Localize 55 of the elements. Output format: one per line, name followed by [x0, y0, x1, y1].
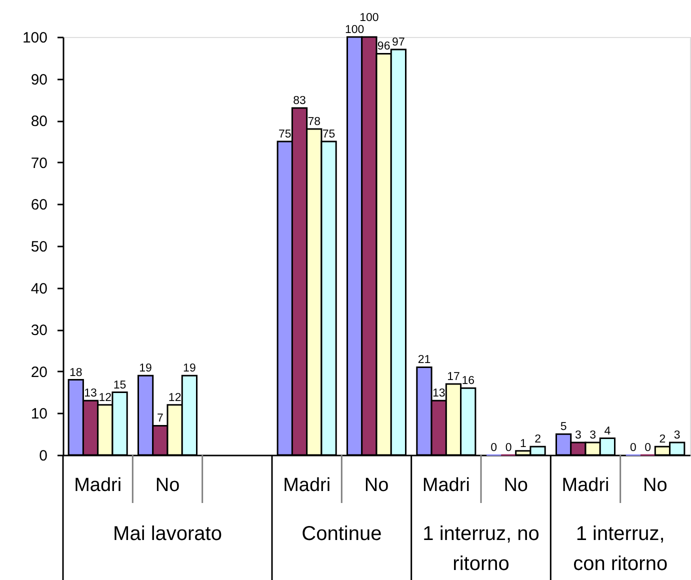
- data-label: 78: [308, 116, 321, 128]
- x-tick-label: Madri: [74, 475, 122, 496]
- data-label: 12: [98, 392, 112, 404]
- data-label: 5: [560, 421, 567, 434]
- y-tick-label: 0: [39, 448, 48, 464]
- data-label: 13: [432, 388, 446, 400]
- y-tick-label: 30: [30, 322, 48, 340]
- y-tick-label: 20: [30, 364, 48, 381]
- data-label: 0: [505, 442, 512, 454]
- y-tick-label: 50: [30, 238, 48, 256]
- data-label: 100: [360, 12, 379, 24]
- data-label: 83: [293, 95, 306, 108]
- text: Continue: [302, 523, 382, 545]
- data-label: 12: [168, 392, 182, 404]
- data-label: 3: [674, 429, 680, 442]
- data-label: 96: [377, 40, 390, 53]
- x-tick-label: Madri: [562, 475, 610, 496]
- x-tick-label: No: [364, 475, 389, 496]
- data-label: 4: [604, 425, 612, 438]
- x-tick-label: Madri: [283, 475, 331, 496]
- data-label: 1: [520, 438, 526, 450]
- data-label: 3: [590, 429, 596, 442]
- data-label: 2: [534, 434, 541, 446]
- data-label: 3: [574, 429, 582, 442]
- x-tick-label: No: [155, 475, 180, 496]
- data-label: 100: [344, 24, 364, 36]
- data-label: 75: [322, 128, 336, 140]
- text: Mai lavorato: [113, 523, 222, 545]
- y-tick-label: 40: [30, 280, 48, 298]
- y-tick-label: 90: [30, 71, 48, 88]
- data-label: 18: [69, 366, 82, 379]
- data-label: 97: [392, 36, 405, 49]
- data-label: 7: [156, 412, 164, 425]
- y-tick-label: 80: [30, 113, 48, 130]
- data-label: 16: [462, 375, 475, 388]
- data-label: 17: [447, 370, 460, 383]
- text: 1 interruz, no ritorno: [422, 523, 540, 575]
- data-label: 15: [113, 379, 126, 392]
- data-label: 13: [84, 388, 97, 400]
- data-label: 75: [278, 128, 292, 140]
- y-tick-label: 70: [30, 154, 48, 172]
- x-tick-label: No: [504, 475, 528, 496]
- y-tick-label: 100: [22, 30, 48, 46]
- y-tick-label: 10: [30, 406, 48, 423]
- x-tick-label: No: [643, 475, 668, 496]
- x-tick-label: Madri: [422, 475, 470, 496]
- data-label: 0: [644, 442, 652, 454]
- data-label: 19: [183, 362, 196, 375]
- data-label: 2: [659, 434, 666, 446]
- text: 1 interruz, con ritorno: [573, 523, 668, 575]
- data-label: 19: [139, 362, 152, 375]
- data-label: 0: [490, 442, 498, 454]
- data-label: 21: [418, 354, 431, 366]
- data-label: 0: [630, 442, 636, 454]
- y-tick-label: 60: [30, 196, 48, 214]
